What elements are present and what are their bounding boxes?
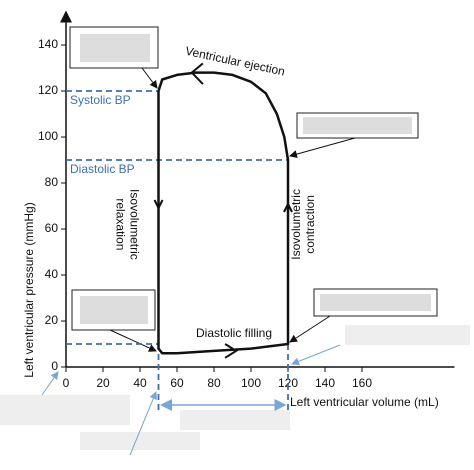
x-tick-label: 140 <box>315 376 335 390</box>
pointer <box>291 344 341 366</box>
pointer <box>41 371 59 396</box>
blank-fill <box>80 296 148 324</box>
x-tick-label: 60 <box>170 376 184 390</box>
y-tick-label: 140 <box>38 37 58 51</box>
direction-arrow <box>224 343 239 359</box>
annotation: Isovolumetricrelaxation <box>113 189 141 260</box>
reference-label: Diastolic BP <box>70 162 135 176</box>
direction-arrow <box>153 199 164 211</box>
pv-loop <box>157 71 290 355</box>
y-tick-label: 60 <box>45 221 59 235</box>
blank-fill <box>80 432 200 450</box>
y-tick-label: 80 <box>45 175 59 189</box>
x-tick-label: 40 <box>133 376 147 390</box>
annotation: Diastolic filling <box>196 326 272 340</box>
pointer <box>109 329 157 352</box>
blank-fill <box>320 294 431 311</box>
pointer <box>289 137 356 158</box>
y-tick-label: 120 <box>38 83 58 97</box>
x-tick-label: 100 <box>241 376 261 390</box>
x-axis-label: Left ventricular volume (mL) <box>290 395 439 409</box>
blank-fill <box>180 410 290 430</box>
blank-fill <box>345 325 470 345</box>
pointer-arrows <box>41 67 356 456</box>
x-tick-label: 160 <box>352 376 372 390</box>
pointer <box>129 391 158 456</box>
y-tick-label: 0 <box>51 359 58 373</box>
direction-arrow <box>190 62 204 85</box>
pointer <box>141 67 158 89</box>
direction-arrow <box>283 201 293 213</box>
y-tick-label: 40 <box>45 267 59 281</box>
annotation: Isovolumetriccontraction <box>289 189 317 260</box>
x-tick-label: 20 <box>96 376 110 390</box>
label-boxes <box>0 26 470 450</box>
blank-fill <box>0 395 130 425</box>
pointer <box>289 315 331 343</box>
x-tick-label: 120 <box>278 376 298 390</box>
y-tick-label: 100 <box>38 129 58 143</box>
blank-fill <box>80 34 150 62</box>
reference-label: Systolic BP <box>70 93 131 107</box>
x-tick-label: 80 <box>207 376 221 390</box>
y-tick-label: 20 <box>45 313 59 327</box>
y-axis-label: Left ventricular pressure (mmHg) <box>22 202 36 377</box>
blank-fill <box>303 117 412 134</box>
x-tick-label: 0 <box>63 376 70 390</box>
